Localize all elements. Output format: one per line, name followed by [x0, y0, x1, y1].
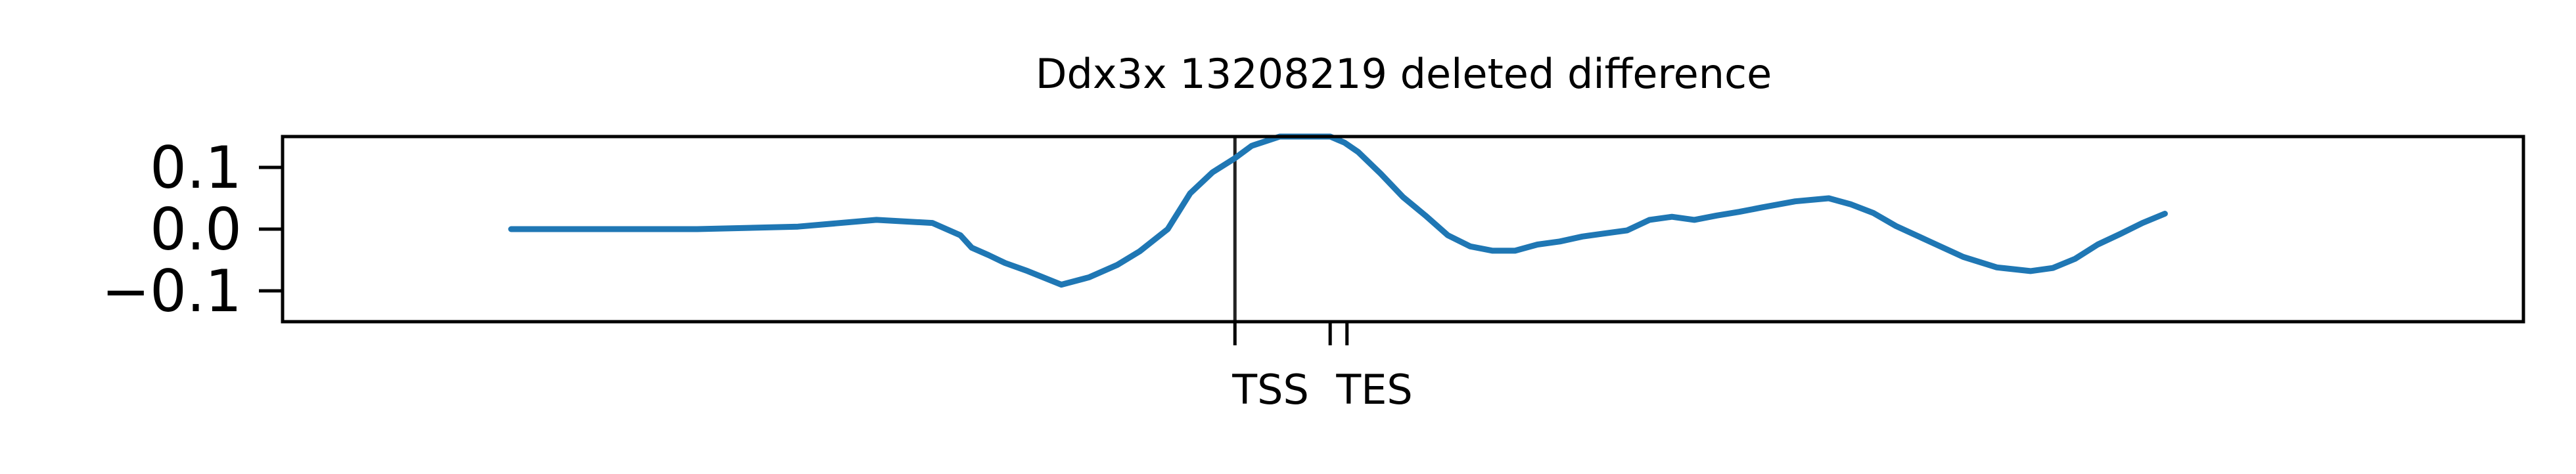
chart-title: Ddx3x 13208219 deleted difference	[1036, 50, 1772, 98]
x-tick-label-tss: TSS	[1231, 366, 1309, 414]
x-tick-label-tes: TES	[1335, 366, 1412, 414]
x-axis: TSS TES	[1231, 322, 1413, 414]
series-line-difference	[508, 133, 2168, 288]
y-tick-label: 0.1	[150, 134, 242, 202]
y-axis: 0.10.0−0.1	[101, 134, 283, 325]
plot-frame	[281, 135, 2525, 324]
y-tick-label: 0.0	[150, 196, 242, 263]
y-tick-label: −0.1	[101, 257, 242, 325]
